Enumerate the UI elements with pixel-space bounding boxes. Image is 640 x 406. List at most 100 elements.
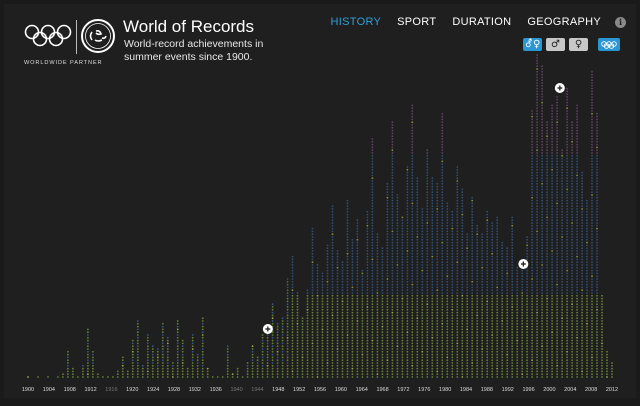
record-column[interactable] bbox=[271, 303, 274, 378]
tab-geography[interactable]: GEOGRAPHY bbox=[527, 16, 601, 28]
record-column[interactable] bbox=[326, 244, 329, 378]
record-column[interactable] bbox=[386, 182, 389, 378]
record-column[interactable] bbox=[107, 376, 109, 378]
record-column[interactable] bbox=[421, 208, 424, 378]
record-column[interactable] bbox=[226, 345, 229, 378]
record-column[interactable] bbox=[561, 149, 563, 378]
record-column[interactable] bbox=[406, 166, 409, 378]
record-column[interactable] bbox=[211, 376, 214, 378]
record-column[interactable] bbox=[47, 376, 49, 378]
record-column[interactable] bbox=[501, 241, 504, 378]
record-column[interactable] bbox=[361, 269, 364, 378]
year-label-1968[interactable]: 1968 bbox=[376, 387, 388, 393]
record-column[interactable] bbox=[97, 373, 99, 378]
record-column[interactable] bbox=[571, 121, 573, 378]
record-column[interactable] bbox=[151, 345, 154, 378]
record-column[interactable] bbox=[57, 376, 59, 378]
record-column[interactable] bbox=[401, 216, 404, 378]
record-column[interactable] bbox=[511, 216, 514, 378]
record-column[interactable] bbox=[586, 199, 588, 378]
expand-plus-icon[interactable] bbox=[518, 259, 529, 269]
year-label-1928[interactable]: 1928 bbox=[168, 387, 180, 393]
record-column[interactable] bbox=[446, 202, 449, 378]
record-column[interactable] bbox=[371, 138, 374, 378]
year-label-2004[interactable]: 2004 bbox=[564, 387, 576, 393]
record-column[interactable] bbox=[156, 348, 159, 378]
record-column[interactable] bbox=[531, 110, 533, 378]
record-column[interactable] bbox=[551, 104, 553, 378]
record-column[interactable] bbox=[476, 224, 479, 378]
record-column[interactable] bbox=[256, 356, 259, 378]
record-column[interactable] bbox=[126, 370, 129, 378]
year-label-1956[interactable]: 1956 bbox=[314, 387, 326, 393]
year-label-2012[interactable]: 2012 bbox=[606, 387, 618, 393]
record-column[interactable] bbox=[546, 121, 548, 378]
year-label-1940[interactable]: 1940 bbox=[230, 387, 242, 393]
record-column[interactable] bbox=[266, 328, 269, 378]
year-label-1900[interactable]: 1900 bbox=[22, 387, 34, 393]
record-column[interactable] bbox=[77, 376, 79, 378]
tab-history[interactable]: HISTORY bbox=[330, 16, 382, 28]
record-column[interactable] bbox=[72, 367, 74, 378]
record-column[interactable] bbox=[321, 272, 324, 378]
tab-duration[interactable]: DURATION bbox=[452, 16, 512, 28]
year-label-1944[interactable]: 1944 bbox=[251, 387, 263, 393]
record-column[interactable] bbox=[311, 227, 314, 378]
record-column[interactable] bbox=[161, 322, 164, 378]
record-column[interactable] bbox=[131, 339, 134, 378]
record-column[interactable] bbox=[356, 219, 359, 378]
record-column[interactable] bbox=[601, 294, 603, 378]
record-column[interactable] bbox=[331, 205, 334, 378]
record-column[interactable] bbox=[346, 199, 349, 378]
year-label-1920[interactable]: 1920 bbox=[126, 387, 138, 393]
record-column[interactable] bbox=[526, 236, 528, 378]
record-column[interactable] bbox=[206, 367, 209, 378]
year-label-2000[interactable]: 2000 bbox=[543, 387, 555, 393]
filter-both-genders-button[interactable]: ⚦♀ bbox=[523, 38, 542, 51]
record-column[interactable] bbox=[491, 222, 494, 378]
record-column[interactable] bbox=[521, 266, 524, 378]
record-column[interactable] bbox=[541, 65, 543, 378]
record-column[interactable] bbox=[461, 188, 464, 378]
record-column[interactable] bbox=[261, 334, 264, 378]
record-column[interactable] bbox=[176, 320, 179, 378]
record-column[interactable] bbox=[316, 264, 319, 378]
record-column[interactable] bbox=[506, 247, 509, 378]
record-column[interactable] bbox=[27, 376, 29, 378]
year-label-1960[interactable]: 1960 bbox=[335, 387, 347, 393]
filter-men-button[interactable]: ♂ bbox=[546, 38, 565, 51]
year-label-1976[interactable]: 1976 bbox=[418, 387, 430, 393]
record-column[interactable] bbox=[181, 339, 184, 378]
year-label-1908[interactable]: 1908 bbox=[64, 387, 76, 393]
record-column[interactable] bbox=[276, 322, 279, 378]
record-column[interactable] bbox=[576, 104, 578, 378]
record-column[interactable] bbox=[456, 166, 459, 378]
year-label-1952[interactable]: 1952 bbox=[293, 387, 305, 393]
year-label-1904[interactable]: 1904 bbox=[43, 387, 55, 393]
record-column[interactable] bbox=[221, 376, 224, 378]
record-column[interactable] bbox=[286, 278, 289, 378]
record-column[interactable] bbox=[416, 177, 419, 378]
year-label-1924[interactable]: 1924 bbox=[147, 387, 159, 393]
record-column[interactable] bbox=[216, 376, 219, 378]
record-column[interactable] bbox=[481, 233, 484, 378]
record-column[interactable] bbox=[336, 250, 339, 378]
record-column[interactable] bbox=[121, 356, 124, 378]
record-column[interactable] bbox=[351, 238, 354, 378]
record-column[interactable] bbox=[116, 370, 119, 378]
year-label-2008[interactable]: 2008 bbox=[585, 387, 597, 393]
record-column[interactable] bbox=[581, 171, 583, 378]
record-column[interactable] bbox=[591, 70, 593, 378]
year-label-1984[interactable]: 1984 bbox=[460, 387, 472, 393]
record-column[interactable] bbox=[231, 373, 234, 378]
year-label-1948[interactable]: 1948 bbox=[272, 387, 284, 393]
record-column[interactable] bbox=[566, 87, 568, 378]
record-column[interactable] bbox=[246, 362, 249, 378]
record-column[interactable] bbox=[112, 376, 114, 378]
year-label-1932[interactable]: 1932 bbox=[189, 387, 201, 393]
record-column[interactable] bbox=[281, 317, 284, 378]
record-column[interactable] bbox=[426, 149, 429, 378]
record-column[interactable] bbox=[141, 364, 144, 378]
record-column[interactable] bbox=[291, 255, 294, 378]
record-column[interactable] bbox=[37, 376, 39, 378]
